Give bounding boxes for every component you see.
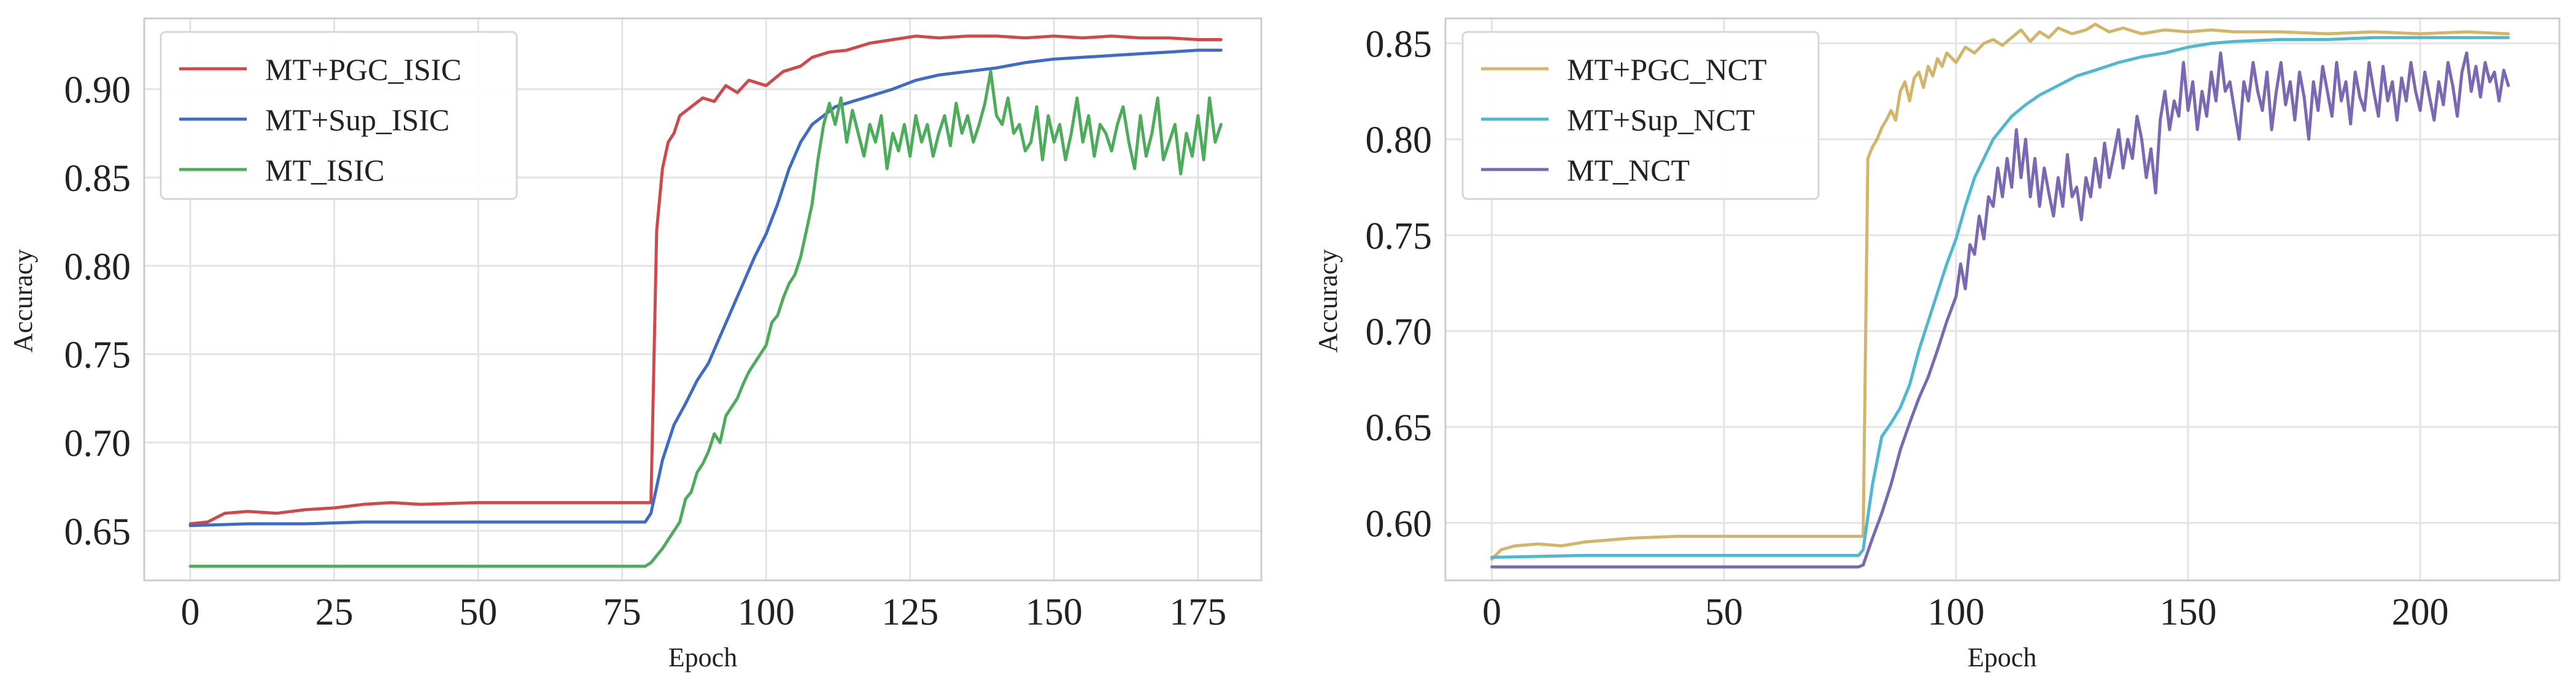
y-tick-label: 0.80: [64, 246, 131, 288]
x-tick-label: 200: [2392, 591, 2449, 633]
series-line-1: [188, 49, 1223, 528]
legend-label-1: MT+Sup_ISIC: [265, 103, 449, 137]
y-tick-label: 0.80: [1366, 120, 1433, 162]
series-line-1: [1490, 36, 2510, 559]
legend-box: [1461, 31, 1820, 200]
x-tick-label: 50: [459, 591, 497, 633]
x-tick-label: 150: [1026, 591, 1083, 633]
series-line-2: [1490, 51, 2510, 569]
y-tick-label: 0.85: [64, 158, 131, 200]
y-tick-label: 0.90: [64, 69, 131, 111]
y-tick-label: 0.75: [64, 335, 131, 376]
series-line-0: [188, 34, 1223, 526]
legend-box: [160, 31, 518, 200]
y-tick-label: 0.70: [1366, 311, 1433, 353]
series-line-2: [188, 69, 1223, 568]
legend-label-2: MT_ISIC: [265, 153, 384, 187]
series-group: [188, 34, 1223, 568]
x-axis-label: Epoch: [668, 642, 737, 672]
legend-label-2: MT_NCT: [1567, 153, 1690, 187]
legend-label-0: MT+PGC_NCT: [1567, 52, 1766, 87]
series-group: [1490, 22, 2510, 569]
legend-label-0: MT+PGC_ISIC: [265, 52, 462, 87]
plot-frame: [143, 17, 1263, 582]
x-tick-label: 175: [1169, 591, 1226, 633]
x-tick-label: 0: [1482, 591, 1501, 633]
x-tick-label: 25: [315, 591, 354, 633]
y-tick-label: 0.60: [1366, 503, 1433, 545]
x-tick-label: 125: [881, 591, 938, 633]
x-axis-label: Epoch: [1968, 642, 2036, 672]
y-axis-label: Accuracy: [8, 249, 38, 353]
y-tick-label: 0.75: [1366, 216, 1433, 257]
y-tick-label: 0.65: [1366, 407, 1433, 449]
plot-frame: [1444, 17, 2561, 582]
y-tick-label: 0.65: [64, 511, 131, 553]
x-tick-label: 150: [2160, 591, 2217, 633]
legend-label-1: MT+Sup_NCT: [1567, 103, 1755, 137]
y-tick-label: 0.85: [1366, 24, 1433, 66]
y-axis-label: Accuracy: [1313, 249, 1343, 353]
chart-nct: 0 50 100 150 200 0.60 0.65 0.70 0.75 0.80 0.85 Epoc…: [1313, 17, 2561, 672]
x-tick-label: 50: [1705, 591, 1743, 633]
series-line-0: [1490, 22, 2510, 561]
x-tick-label: 75: [603, 591, 641, 633]
x-tick-label: 100: [1927, 591, 1984, 633]
x-tick-label: 100: [738, 591, 795, 633]
chart-isic: 0 25 50 75 100 125 150 175 0.65 0.70 0.75 0.80 0.85 0…: [8, 17, 1263, 672]
y-tick-label: 0.70: [64, 423, 131, 465]
x-tick-label: 0: [181, 591, 200, 633]
